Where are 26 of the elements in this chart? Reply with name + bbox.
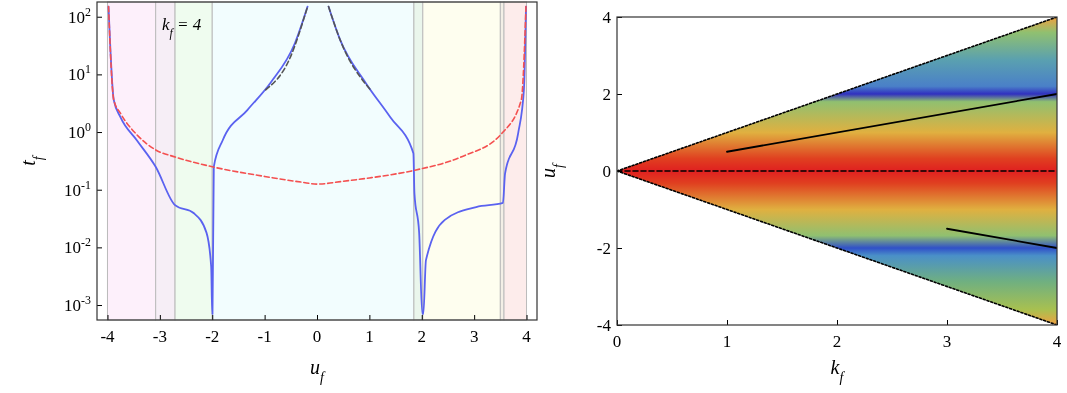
x-tick-label: 1: [365, 327, 374, 346]
x-tick-label: -1: [257, 327, 272, 346]
x-tick-label: 1: [722, 332, 732, 351]
y-tick-label: -2: [596, 239, 611, 258]
y-tick-label: 10$^{-2}$: [64, 235, 92, 258]
x-tick-label: 3: [469, 327, 479, 346]
x-tick-label: 3: [942, 332, 952, 351]
x-tick-label: -4: [100, 327, 116, 346]
x-axis-title: k$_{f}$: [830, 356, 846, 385]
x-tick-label: -2: [205, 327, 220, 346]
y-tick-label: 10$^{2}$: [68, 4, 92, 27]
x-axis-title: u$_{f}$: [310, 356, 327, 385]
y-tick-label: 10$^{-3}$: [64, 293, 92, 316]
x-tick-label: -3: [152, 327, 167, 346]
y-tick-label: 4: [602, 8, 612, 27]
x-tick-label: 2: [417, 327, 427, 346]
x-tick-label: 4: [1052, 332, 1062, 351]
y-tick-label: 2: [602, 85, 611, 104]
y-tick-label: 0: [602, 162, 611, 181]
x-tick-label: 0: [312, 327, 322, 346]
y-tick-label: 10$^{0}$: [68, 120, 92, 143]
y-tick-label: 10$^{-1}$: [64, 177, 92, 200]
x-tick-label: 2: [832, 332, 842, 351]
x-tick-label: 4: [522, 327, 532, 346]
annotation: k$_{f}$ = 4: [162, 15, 202, 40]
y-tick-label: 10$^{1}$: [68, 62, 92, 85]
